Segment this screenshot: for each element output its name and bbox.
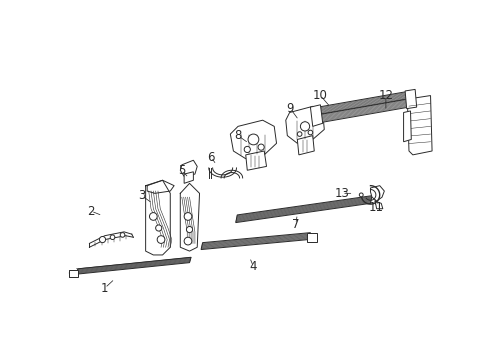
Text: 1: 1: [101, 282, 109, 294]
Polygon shape: [230, 120, 276, 159]
Circle shape: [184, 237, 192, 245]
Polygon shape: [286, 106, 324, 143]
Circle shape: [120, 233, 125, 237]
Circle shape: [248, 134, 259, 145]
Text: 5: 5: [178, 164, 186, 177]
Polygon shape: [311, 105, 323, 126]
Polygon shape: [180, 160, 197, 176]
Circle shape: [308, 130, 313, 135]
Circle shape: [186, 226, 193, 233]
Polygon shape: [69, 270, 78, 276]
Polygon shape: [307, 233, 317, 242]
Text: 12: 12: [378, 89, 393, 102]
Text: 10: 10: [313, 89, 328, 102]
Text: 11: 11: [368, 201, 383, 214]
Polygon shape: [408, 95, 432, 155]
Circle shape: [184, 213, 192, 220]
Text: 7: 7: [292, 218, 299, 231]
Circle shape: [244, 147, 250, 153]
Polygon shape: [201, 233, 311, 249]
Polygon shape: [317, 91, 411, 115]
Polygon shape: [297, 136, 314, 155]
Text: 13: 13: [335, 187, 349, 200]
Polygon shape: [245, 151, 267, 170]
Text: 8: 8: [234, 129, 242, 142]
Circle shape: [110, 235, 115, 239]
Circle shape: [99, 237, 106, 243]
Circle shape: [258, 144, 264, 150]
Polygon shape: [404, 111, 411, 142]
Circle shape: [300, 122, 310, 131]
Polygon shape: [236, 195, 372, 222]
Text: 2: 2: [87, 204, 95, 217]
Polygon shape: [405, 89, 416, 109]
Circle shape: [149, 213, 157, 220]
Circle shape: [297, 132, 302, 136]
Text: 9: 9: [287, 102, 294, 115]
Polygon shape: [317, 99, 411, 123]
Text: 3: 3: [138, 189, 146, 202]
Text: 6: 6: [207, 150, 215, 164]
Polygon shape: [370, 186, 384, 201]
Circle shape: [156, 225, 162, 231]
Polygon shape: [184, 172, 194, 183]
Circle shape: [157, 236, 165, 243]
Polygon shape: [76, 257, 191, 274]
Circle shape: [359, 193, 363, 197]
Text: 4: 4: [250, 260, 257, 273]
